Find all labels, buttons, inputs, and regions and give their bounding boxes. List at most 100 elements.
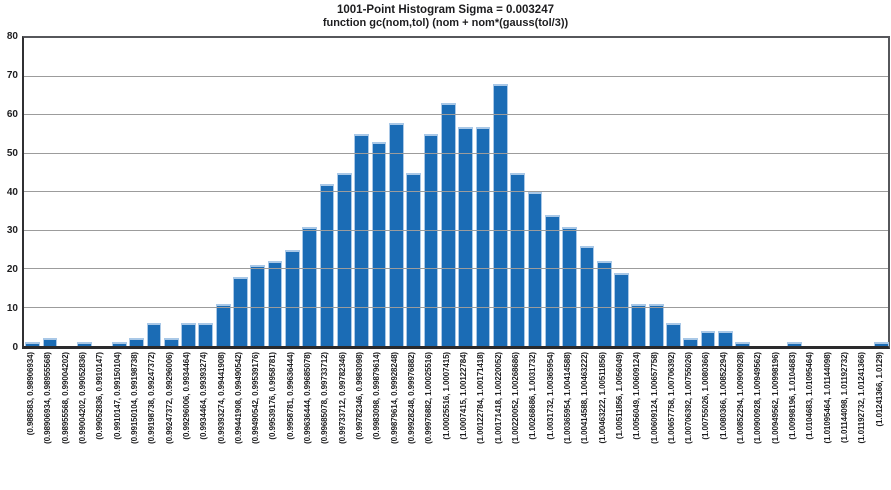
x-tick-label: (1.00268686, 1.0031732) [528, 352, 538, 440]
histogram-bar [181, 322, 196, 346]
histogram-bar [718, 330, 733, 346]
histogram-bar [787, 342, 803, 346]
gridline-y-40 [24, 191, 888, 192]
x-tick-label: (0.98906934, 0.98955568) [43, 352, 53, 444]
x-tick-label: (1.01192732, 1.01241366) [857, 352, 867, 444]
bar-slot [838, 38, 855, 346]
histogram-bar [579, 245, 595, 346]
x-tick-label: (0.99052836, 0.9910147) [95, 352, 105, 440]
x-tick-label: (0.99928248, 0.99976882) [407, 352, 417, 444]
gridline-y-30 [24, 229, 888, 231]
histogram-bar [371, 141, 387, 346]
histogram-bar [683, 338, 699, 346]
bar-slot [197, 38, 214, 346]
histogram-bar [406, 172, 422, 346]
bar-slot [492, 38, 509, 346]
x-tick-label: (0.99441908, 0.99490542) [233, 352, 243, 444]
bar-slot [440, 38, 457, 346]
bar-slot [648, 38, 665, 346]
x-tick-label: (1.00755026, 1.0080366) [701, 352, 711, 440]
x-tick-label: (0.99004202, 0.99052836) [77, 352, 87, 444]
bar-slot [578, 38, 595, 346]
y-tick-label-70: 70 [6, 69, 18, 81]
bar-slot [59, 38, 76, 346]
bar-slot [457, 38, 474, 346]
x-tick-label: (0.99393274, 0.99441908) [216, 352, 226, 444]
histogram-bar [163, 338, 179, 346]
y-tick-label-10: 10 [6, 303, 18, 315]
bar-slot [509, 38, 526, 346]
y-tick-label-20: 20 [6, 264, 18, 276]
bar-slot [353, 38, 370, 346]
x-tick-label: (0.99976882, 1.00025516) [424, 352, 434, 444]
x-tick-label: (1.00025516, 1.0007415) [441, 352, 451, 440]
histogram-bar [648, 303, 664, 346]
bar-slot [180, 38, 197, 346]
bar-slot [873, 38, 890, 346]
bar-slot [734, 38, 751, 346]
histogram-bar [423, 134, 439, 346]
bars-layer [24, 38, 890, 346]
x-tick-label: (1.00852294, 1.00900928) [736, 352, 746, 444]
histogram-bar [233, 276, 248, 346]
histogram-bar [544, 215, 560, 346]
bar-slot [526, 38, 543, 346]
x-tick-label: (1.0080366, 1.00852294) [718, 352, 728, 440]
histogram-bar [700, 330, 716, 346]
bar-slot [665, 38, 682, 346]
bar-slot [769, 38, 786, 346]
x-tick-label: (0.99198738, 0.99247372) [147, 352, 157, 444]
histogram-bar [527, 192, 543, 346]
chart-header: 1001-Point Histogram Sigma = 0.003247 fu… [0, 3, 891, 30]
bar-slot [544, 38, 561, 346]
gridline-y-70 [24, 75, 888, 77]
x-tick-label: (0.99150104, 0.99198738) [129, 352, 139, 444]
histogram-bar [666, 322, 681, 346]
x-tick-label: (0.99733712, 0.99782346) [337, 352, 347, 444]
bar-slot [422, 38, 439, 346]
histogram-bar [77, 342, 92, 346]
bar-slot [596, 38, 613, 346]
plot-area [22, 36, 890, 349]
bar-slot [699, 38, 716, 346]
x-tick-label: (1.01241366, 1.0129) [874, 352, 884, 427]
histogram-bar [492, 84, 508, 346]
histogram-bar [458, 126, 474, 346]
x-tick-label: (1.0007415, 1.00122784) [459, 352, 468, 440]
x-tick-label: (1.00900928, 1.00949562) [753, 352, 763, 444]
histogram-bar [337, 172, 352, 346]
x-tick-label: (1.01095464, 1.01144098) [822, 352, 832, 444]
bar-slot [41, 38, 58, 346]
x-tick-label: (0.99782346, 0.9983098) [355, 352, 365, 440]
gridline-y-60 [24, 114, 888, 115]
bar-slot [249, 38, 266, 346]
histogram-bar [215, 303, 231, 346]
histogram-bar [129, 338, 144, 346]
y-axis: 0 10 20 30 40 50 60 70 80 [0, 31, 19, 353]
bar-slot [163, 38, 180, 346]
x-tick-label: (1.00220052, 1.00268686) [510, 352, 520, 444]
x-tick-label: (0.99490542, 0.99539176) [251, 352, 261, 444]
histogram-bar [354, 134, 370, 346]
histogram-bar [631, 303, 647, 346]
bar-slot [336, 38, 353, 346]
bar-slot [93, 38, 110, 346]
histogram-bar [146, 322, 162, 346]
bar-slot [786, 38, 803, 346]
x-tick-label: (0.9934464, 0.99393274) [199, 352, 209, 440]
bar-slot [232, 38, 249, 346]
bar-slot [128, 38, 145, 346]
y-tick-label-0: 0 [12, 342, 18, 353]
chart-title: 1001-Point Histogram Sigma = 0.003247 [336, 4, 554, 16]
histogram-bar [562, 226, 577, 346]
x-tick-label: (0.99247372, 0.99296006) [164, 352, 174, 444]
bar-slot [370, 38, 387, 346]
bar-slot [318, 38, 335, 346]
bar-slot [111, 38, 128, 346]
x-tick-label: (1.00998196, 1.0104683) [788, 352, 798, 440]
x-tick-label: (1.00609124, 1.00657758) [649, 352, 659, 444]
x-tick-label: (0.99539176, 0.9958781) [268, 352, 278, 440]
gridline-y-20 [24, 268, 888, 269]
x-tick-label: (1.00657758, 1.00706392) [666, 352, 676, 444]
